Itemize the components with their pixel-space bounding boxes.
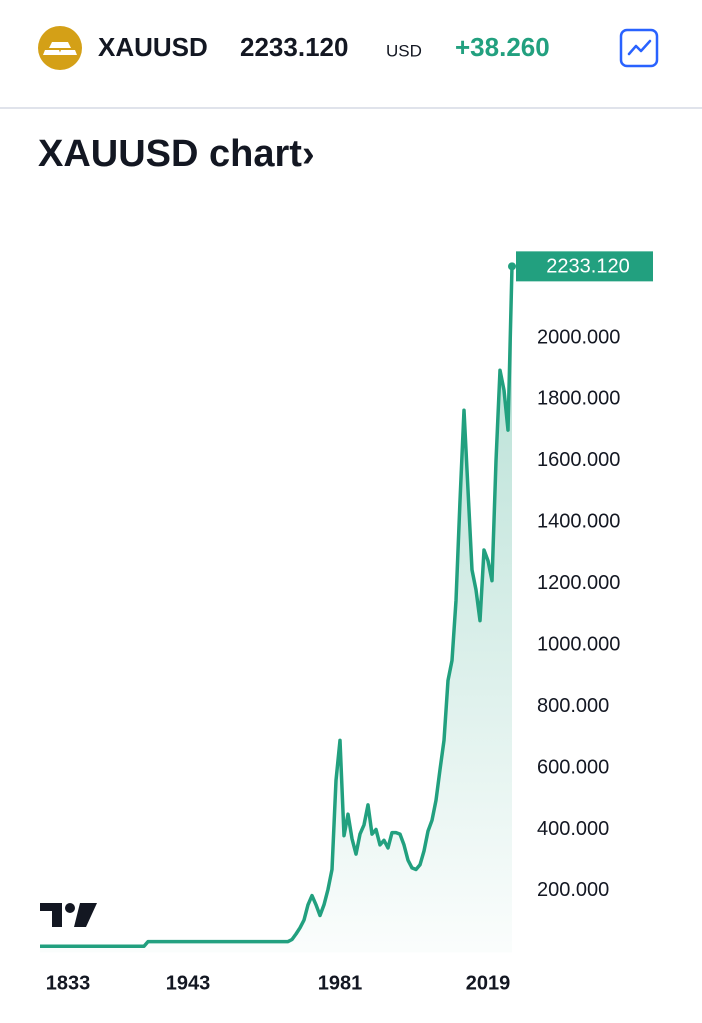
y-tick-label: 1200.000 <box>537 572 620 594</box>
tradingview-logo <box>40 903 97 927</box>
last-price-box <box>516 251 653 282</box>
y-tick-label: 1400.000 <box>537 511 620 533</box>
y-tick-label: 400.000 <box>537 818 609 840</box>
area <box>40 266 512 953</box>
y-tick-label: 2000.000 <box>537 326 620 348</box>
symbol: XAUUSD <box>98 32 208 62</box>
gold-bars <box>43 42 77 55</box>
chart-button[interactable] <box>619 28 659 68</box>
y-tick-label: 1600.000 <box>537 449 620 471</box>
x-tick-label: 1981 <box>318 972 363 994</box>
chart-title[interactable]: XAUUSD chart› <box>38 133 315 175</box>
y-tick-label: 600.000 <box>537 756 609 778</box>
change: +38.260 <box>455 32 550 62</box>
price-line <box>40 266 514 949</box>
x-tick-label: 1943 <box>166 972 211 994</box>
y-tick-label: 1000.000 <box>537 633 620 655</box>
currency: USD <box>386 41 422 60</box>
y-tick-label: 1800.000 <box>537 388 620 410</box>
price: 2233.120 <box>240 32 348 62</box>
y-tick-label: 200.000 <box>537 879 609 901</box>
y-tick-label: 800.000 <box>537 695 609 717</box>
x-tick-label: 1833 <box>46 972 91 994</box>
last-point <box>508 262 516 271</box>
x-tick-label: 2019 <box>466 972 511 994</box>
last-price-label: 2233.120 <box>546 256 629 278</box>
header: XAUUSD 2233.120 USD +38.260 <box>0 26 702 109</box>
